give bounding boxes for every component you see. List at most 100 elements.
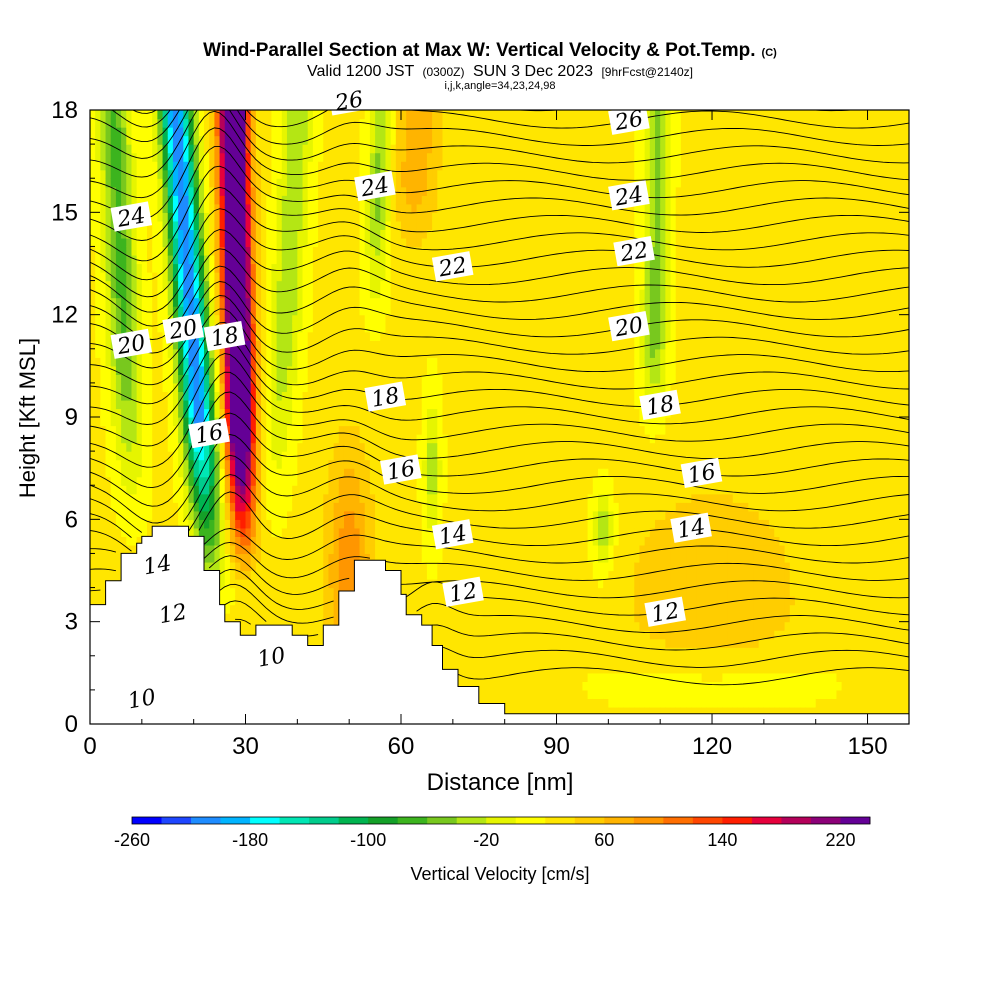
velocity-cell [110, 357, 117, 367]
velocity-cell [297, 621, 304, 631]
velocity-cell [100, 570, 107, 580]
velocity-cell [147, 459, 153, 469]
velocity-cell [167, 357, 174, 367]
velocity-cell [131, 365, 138, 375]
velocity-cell [364, 289, 371, 299]
velocity-cell [281, 587, 288, 597]
velocity-cell [147, 476, 153, 486]
velocity-cell [141, 425, 148, 435]
velocity-cell [131, 451, 138, 461]
velocity-cell [281, 186, 288, 196]
velocity-cell [286, 306, 293, 316]
velocity-cell [188, 382, 195, 393]
velocity-cell [131, 237, 138, 248]
velocity-cell [193, 451, 200, 461]
velocity-cell [100, 527, 107, 537]
velocity-cell [219, 451, 226, 461]
velocity-cell [302, 306, 309, 316]
velocity-cell [442, 442, 449, 452]
velocity-cell [343, 417, 350, 427]
velocity-cell [95, 144, 101, 154]
velocity-cell [297, 186, 304, 196]
velocity-cell [229, 246, 236, 256]
velocity-cell [406, 519, 412, 529]
velocity-cell [178, 434, 184, 444]
velocity-cell [390, 144, 397, 154]
velocity-cell [188, 519, 195, 529]
velocity-cell [281, 468, 288, 478]
velocity-cell [390, 280, 397, 290]
velocity-cell [271, 263, 278, 273]
velocity-cell [183, 289, 190, 299]
velocity-cell [255, 604, 262, 614]
velocity-cell [276, 152, 283, 162]
velocity-cell [286, 536, 293, 546]
velocity-cell [349, 451, 355, 461]
velocity-cell [126, 118, 133, 128]
velocity-cell [333, 212, 340, 222]
velocity-cell [126, 434, 133, 444]
velocity-cell [411, 263, 418, 273]
velocity-cell [115, 297, 122, 307]
velocity-cell [193, 417, 200, 427]
velocity-cell [385, 254, 392, 265]
velocity-cell [338, 331, 345, 341]
velocity-cell [188, 161, 195, 171]
velocity-cell [276, 544, 283, 555]
velocity-cell [349, 476, 355, 486]
velocity-cell [375, 220, 381, 230]
velocity-cell [328, 127, 335, 137]
velocity-cell [204, 263, 210, 273]
velocity-cell [380, 220, 387, 230]
velocity-cell [266, 536, 273, 546]
velocity-cell [292, 544, 298, 555]
velocity-cell [307, 596, 314, 606]
velocity-cell [255, 110, 262, 120]
velocity-cell [204, 203, 210, 213]
velocity-cell [266, 118, 273, 128]
velocity-cell [126, 178, 133, 188]
velocity-cell [266, 169, 273, 179]
velocity-cell [147, 161, 153, 171]
velocity-cell [152, 348, 158, 358]
velocity-cell [426, 127, 433, 137]
velocity-cell [343, 152, 350, 162]
velocity-cell [255, 340, 262, 350]
velocity-cell [255, 297, 262, 307]
velocity-cell [297, 357, 304, 367]
velocity-cell [198, 186, 205, 196]
velocity-cell [121, 314, 127, 324]
velocity-cell [380, 425, 387, 435]
velocity-cell [411, 289, 418, 299]
velocity-cell [105, 135, 112, 145]
velocity-cell [333, 152, 340, 162]
velocity-cell [312, 314, 319, 324]
velocity-cell [141, 169, 148, 179]
velocity-cell [255, 127, 262, 137]
velocity-cell [100, 596, 107, 606]
velocity-cell [354, 527, 361, 537]
velocity-cell [183, 374, 190, 384]
velocity-cell [141, 391, 148, 401]
velocity-cell [323, 596, 330, 606]
velocity-cell [209, 399, 215, 410]
velocity-cell [343, 382, 350, 393]
velocity-cell [90, 186, 96, 196]
velocity-cell [178, 408, 184, 418]
velocity-cell [286, 434, 293, 444]
velocity-cell [437, 280, 444, 290]
velocity-cell [354, 399, 361, 410]
velocity-cell [302, 596, 309, 606]
velocity-cell [235, 212, 241, 222]
velocity-cell [312, 254, 319, 265]
velocity-cell [390, 331, 397, 341]
velocity-cell [162, 135, 169, 145]
velocity-cell [178, 289, 184, 299]
velocity-cell [136, 374, 143, 384]
velocity-cell [152, 493, 158, 503]
velocity-cell [126, 382, 133, 393]
velocity-cell [147, 399, 153, 410]
velocity-cell [224, 220, 231, 230]
velocity-cell [286, 220, 293, 230]
